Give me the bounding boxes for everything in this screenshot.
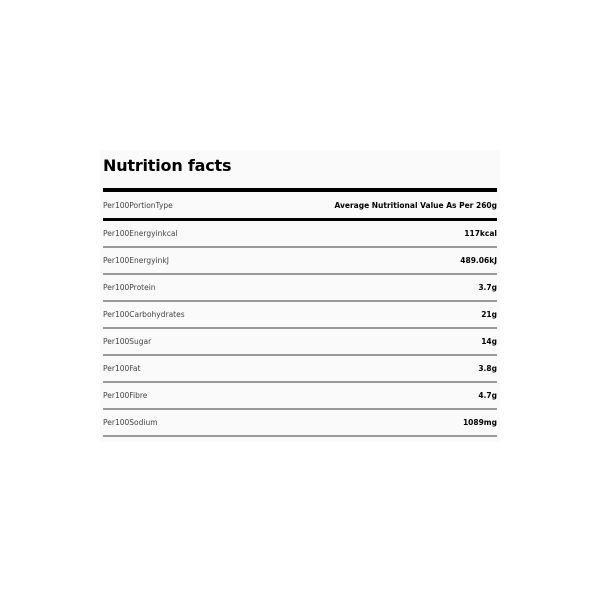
nutrient-label: Per100EnergyinkJ bbox=[103, 256, 169, 265]
nutrient-label: Per100Energyinkcal bbox=[103, 229, 178, 238]
nutrient-row: Per100Sugar 14g bbox=[103, 329, 497, 354]
header-value: Average Nutritional Value As Per 260g bbox=[334, 200, 497, 210]
row-divider bbox=[103, 435, 497, 437]
divider-thick bbox=[103, 188, 497, 192]
nutrient-label: Per100Sodium bbox=[103, 418, 158, 427]
nutrient-row: Per100Sodium 1089mg bbox=[103, 410, 497, 435]
nutrient-label: Per100Protein bbox=[103, 283, 156, 292]
nutrient-row: Per100Protein 3.7g bbox=[103, 275, 497, 300]
nutrition-table: Per100PortionType Average Nutritional Va… bbox=[103, 188, 497, 437]
nutrient-row: Per100EnergyinkJ 489.06kJ bbox=[103, 248, 497, 273]
nutrient-value: 1089mg bbox=[462, 418, 497, 427]
nutrient-value: 117kcal bbox=[464, 229, 497, 238]
row-divider bbox=[103, 354, 497, 356]
row-divider bbox=[103, 300, 497, 302]
nutrient-label: Per100Fibre bbox=[103, 391, 148, 400]
nutrition-title: Nutrition facts bbox=[103, 156, 232, 175]
nutrient-value: 14g bbox=[481, 337, 497, 346]
header-label: Per100PortionType bbox=[103, 200, 173, 210]
nutrient-label: Per100Sugar bbox=[103, 337, 152, 346]
nutrient-row: Per100Fibre 4.7g bbox=[103, 383, 497, 408]
row-divider bbox=[103, 408, 497, 410]
nutrient-row: Per100Energyinkcal 117kcal bbox=[103, 221, 497, 246]
nutrient-row: Per100Fat 3.8g bbox=[103, 356, 497, 381]
row-divider bbox=[103, 381, 497, 383]
nutrient-label: Per100Carbohydrates bbox=[103, 310, 185, 319]
nutrition-panel: Nutrition facts Per100PortionType Averag… bbox=[100, 150, 500, 442]
divider-thick bbox=[103, 218, 497, 221]
row-divider bbox=[103, 273, 497, 275]
row-divider bbox=[103, 327, 497, 329]
nutrient-label: Per100Fat bbox=[103, 364, 141, 373]
nutrient-value: 21g bbox=[481, 310, 497, 319]
nutrient-value: 3.7g bbox=[478, 283, 497, 292]
nutrient-value: 3.8g bbox=[478, 364, 497, 373]
nutrient-value: 489.06kJ bbox=[460, 256, 497, 265]
nutrient-row: Per100Carbohydrates 21g bbox=[103, 302, 497, 327]
nutrient-value: 4.7g bbox=[478, 391, 497, 400]
row-divider bbox=[103, 246, 497, 248]
header-row: Per100PortionType Average Nutritional Va… bbox=[103, 192, 497, 218]
